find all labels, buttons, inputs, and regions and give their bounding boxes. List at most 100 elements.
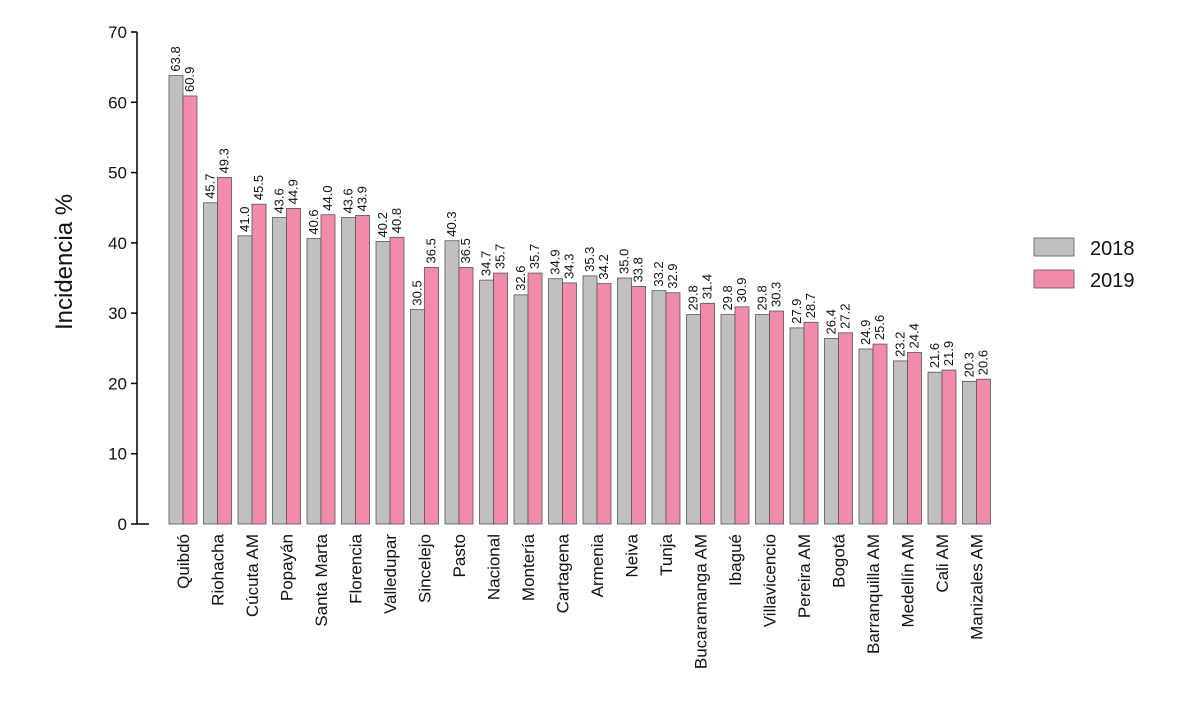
value-label-2019: 60.9 [182, 67, 197, 92]
value-label-2018: 29.8 [686, 285, 701, 310]
value-label-2019: 36.5 [458, 238, 473, 263]
y-tick-label: 20 [108, 374, 127, 393]
value-label-2019: 25.6 [872, 315, 887, 340]
value-label-2019: 32.9 [665, 263, 680, 288]
bar-2019 [838, 332, 853, 525]
bar-2019 [320, 214, 336, 525]
value-label-2018: 29.8 [755, 285, 770, 310]
y-tick-label: 30 [108, 304, 127, 323]
value-label-2019: 30.9 [734, 278, 749, 303]
value-label-2018: 30.5 [410, 280, 425, 305]
value-label-2018: 43.6 [272, 188, 287, 213]
y-axis-title: Incidencia % [51, 194, 78, 330]
y-tick-label: 70 [108, 23, 127, 42]
bar-2018 [341, 217, 356, 525]
bar-2019 [872, 343, 888, 525]
value-label-2018: 26.4 [824, 309, 839, 334]
bar-2019 [424, 267, 439, 525]
bar-2018 [686, 314, 701, 525]
value-label-2018: 23.2 [893, 332, 908, 357]
bar-2018 [237, 235, 253, 525]
value-label-2019: 28.7 [803, 293, 818, 318]
value-label-2018: 35.0 [617, 249, 632, 274]
category-label: Popayán [278, 534, 297, 601]
legend-label-2019: 2019 [1090, 270, 1135, 292]
category-label: Pasto [450, 534, 469, 577]
bar-2018 [927, 371, 943, 525]
category-label: Santa Marta [312, 533, 331, 626]
category-label: Villavicencio [761, 534, 780, 627]
category-label: Cali AM [933, 534, 952, 593]
value-label-2018: 20.3 [962, 352, 977, 377]
value-label-2018: 40.3 [444, 211, 459, 236]
bar-2019 [527, 272, 543, 525]
value-label-2019: 35.7 [493, 244, 508, 269]
category-label: Medellín AM [899, 534, 918, 628]
bar-2018 [548, 278, 563, 525]
value-label-2019: 21.9 [941, 341, 956, 366]
value-label-2018: 41.0 [237, 207, 252, 232]
y-axis: 0 10 20 30 40 50 60 70 [108, 23, 149, 534]
value-label-2018: 33.2 [651, 261, 666, 286]
value-label-2019: 45.5 [251, 175, 266, 200]
value-label-2018: 35.3 [582, 247, 597, 272]
category-label: Barranquilla AM [864, 534, 883, 654]
bar-2018 [962, 380, 977, 525]
bar-2018 [306, 238, 322, 525]
category-label: Ibagué [726, 534, 745, 586]
category-label: Cartagena [554, 533, 573, 613]
bar-2019 [562, 282, 577, 525]
bar-2019 [941, 369, 957, 525]
legend-swatch-2018 [1033, 237, 1075, 257]
value-label-2018: 21.6 [927, 343, 942, 368]
value-labels: 63.860.945.749.341.045.543.6 44.940.644.0… [168, 46, 991, 377]
bars [168, 75, 991, 525]
value-label-2019: 40.8 [389, 208, 404, 233]
category-label: Bogotá [830, 533, 849, 587]
bar-2019 [907, 352, 922, 525]
y-tick-label: 0 [118, 515, 127, 534]
bar-2019 [458, 267, 474, 525]
bar-2019 [976, 378, 991, 525]
category-label: Florencia [347, 533, 366, 603]
bar-2018 [444, 240, 460, 525]
value-label-2018: 40.2 [375, 212, 390, 237]
bar-2019 [700, 302, 715, 525]
bar-2019 [734, 306, 750, 525]
category-label: Quibdó [174, 534, 193, 589]
bar-2019 [355, 215, 370, 525]
value-label-2019: 27.2 [838, 304, 853, 329]
value-label-2018: 29.8 [720, 285, 735, 310]
bar-2018 [410, 309, 425, 525]
y-tick-label: 40 [108, 234, 127, 253]
bar-2019 [389, 236, 405, 525]
category-label: Cúcuta AM [243, 534, 262, 617]
value-label-2018: 34.9 [548, 249, 563, 274]
bar-2019 [803, 321, 819, 525]
bar-2018 [617, 277, 632, 525]
bar-2019 [182, 95, 198, 525]
category-label: Manizales AM [968, 534, 987, 640]
value-label-2018: 27.9 [789, 299, 804, 324]
bar-2018 [755, 314, 770, 525]
bar-2019 [217, 177, 232, 525]
value-label-2019: 20.6 [976, 350, 991, 375]
category-label: Tunja [657, 533, 676, 575]
bar-2018 [513, 294, 529, 525]
value-label-2019: 33.8 [631, 257, 646, 282]
value-label-2019: 44.0 [320, 185, 335, 210]
y-tick-label: 50 [108, 164, 127, 183]
bar-2018 [168, 75, 184, 525]
category-label: Sincelejo [416, 534, 435, 603]
category-label: Pereira AM [795, 534, 814, 618]
bar-2019 [631, 286, 646, 525]
value-label-2019: 44.9 [286, 179, 301, 204]
bar-2018 [651, 290, 667, 525]
value-label-2018: 24.9 [858, 320, 873, 345]
bar-2018 [720, 314, 736, 525]
bar-2019 [769, 310, 784, 525]
bar-2018 [789, 327, 805, 525]
legend-swatch-2019 [1033, 269, 1075, 289]
value-label-2019: 24.4 [907, 323, 922, 348]
